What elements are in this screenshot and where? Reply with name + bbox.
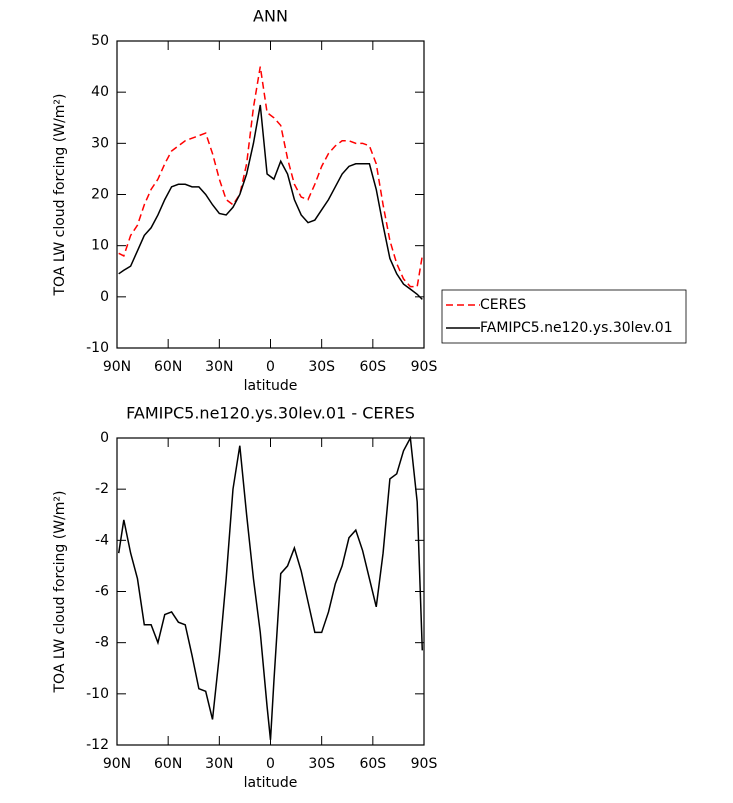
y-tick-label: -6 [95,584,109,600]
x-tick-label: 90S [411,756,438,772]
x-tick-label: 90N [103,756,131,772]
x-tick-label: 30S [308,756,335,772]
y-axis-label: TOA LW cloud forcing (W/m²) [52,94,68,297]
y-tick-label: -10 [86,686,109,702]
y-tick-label: 30 [91,135,109,151]
x-axis-label: latitude [244,775,298,791]
y-tick-label: -12 [86,737,109,753]
x-tick-label: 30N [205,756,233,772]
y-tick-label: -8 [95,635,109,651]
data-line [118,66,424,288]
y-tick-label: 10 [91,238,109,254]
y-tick-label: 20 [91,187,109,203]
x-tick-label: 30S [308,359,335,375]
x-tick-label: 0 [266,359,275,375]
x-tick-label: 60S [359,359,386,375]
y-tick-label: 0 [100,430,109,446]
legend-box [441,289,687,344]
x-tick-label: 30N [205,359,233,375]
y-tick-label: -4 [95,532,109,548]
x-axis-label: latitude [244,378,298,394]
x-tick-label: 60N [154,756,182,772]
x-tick-label: 60N [154,359,182,375]
x-tick-label: 0 [266,756,275,772]
data-line [118,104,423,300]
chart-title: FAMIPC5.ne120.ys.30lev.01 - CERES [126,404,415,423]
y-tick-label: -2 [95,481,109,497]
chart-title: ANN [253,7,288,26]
y-axis-label: TOA LW cloud forcing (W/m²) [52,491,68,694]
y-tick-label: 40 [91,84,109,100]
legend-label: FAMIPC5.ne120.ys.30lev.01 [480,320,673,336]
legend-label: CERES [480,297,526,313]
y-tick-label: 0 [100,289,109,305]
x-tick-label: 90S [411,359,438,375]
y-tick-label: 50 [91,33,109,49]
y-tick-label: -10 [86,340,109,356]
data-line [117,435,424,740]
x-tick-label: 60S [359,756,386,772]
x-tick-label: 90N [103,359,131,375]
